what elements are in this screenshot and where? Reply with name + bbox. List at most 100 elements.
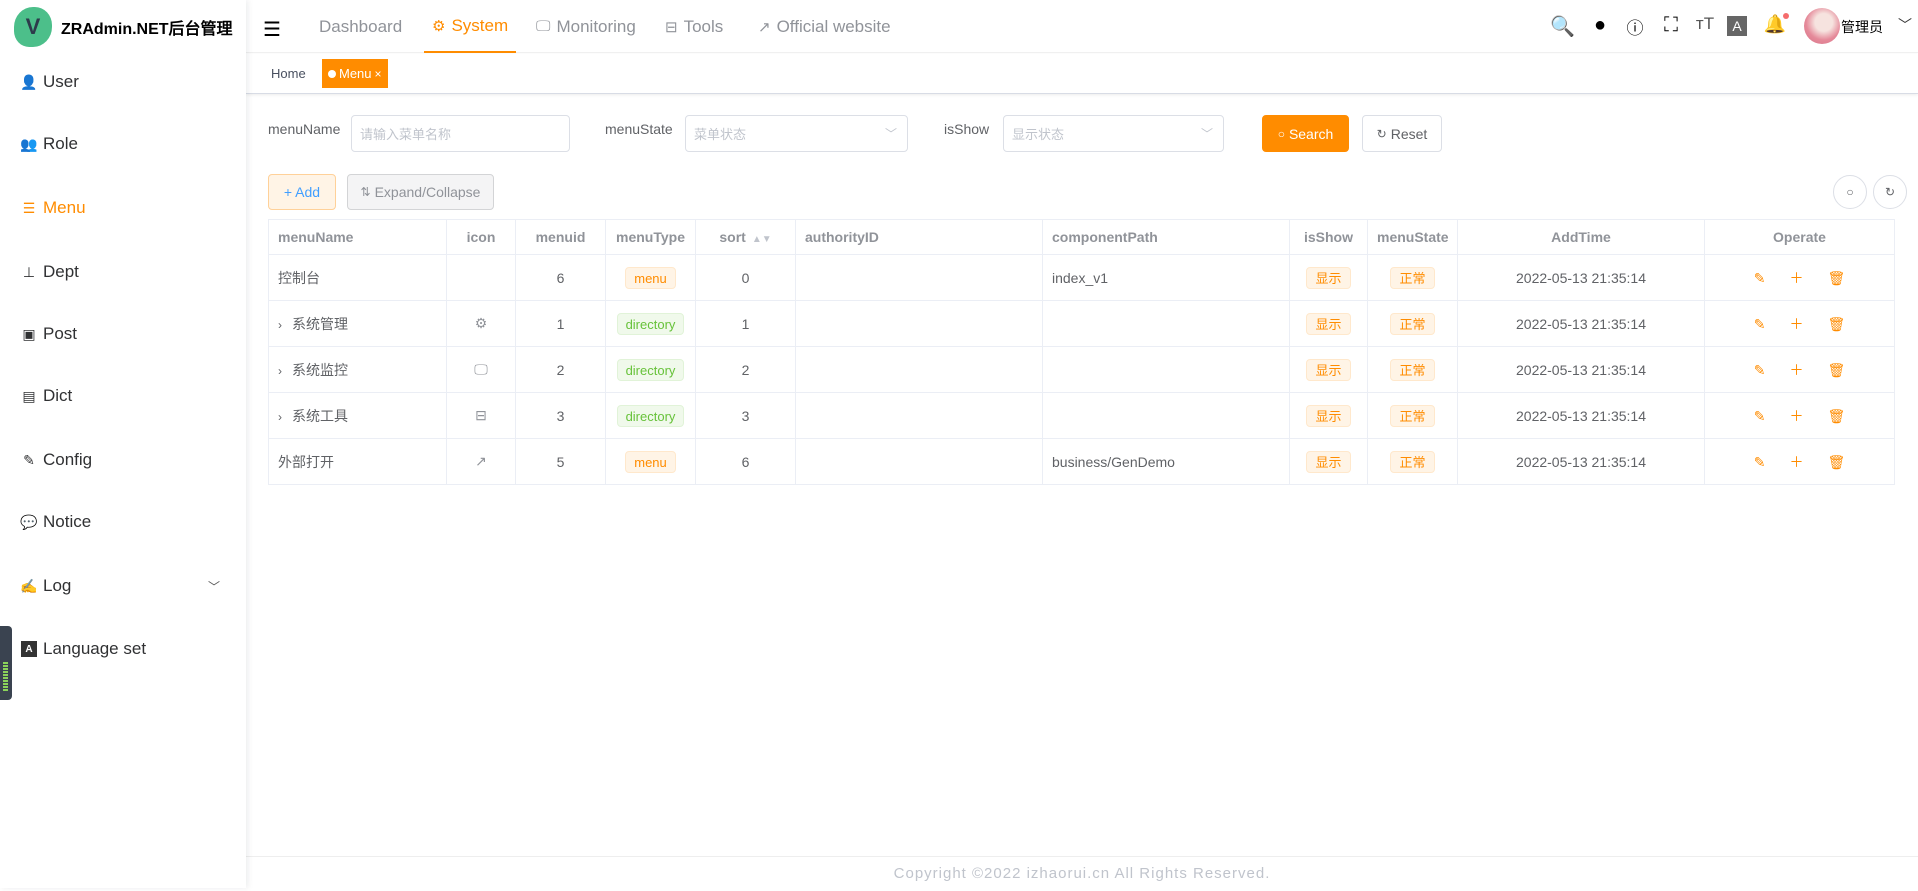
help-icon[interactable]: ⓘ bbox=[1626, 19, 1644, 38]
sidebar-item-label: User bbox=[43, 72, 79, 91]
monitor-icon: 🖵 bbox=[474, 361, 488, 377]
tag-menu[interactable]: Menu × bbox=[322, 59, 388, 88]
add-icon[interactable]: ＋ bbox=[1789, 315, 1804, 332]
tag-home[interactable]: Home bbox=[271, 66, 306, 81]
sidebar-item-log[interactable]: ✍ Log ﹀ bbox=[0, 561, 246, 611]
edit-icon[interactable]: ✎ bbox=[1753, 453, 1766, 470]
close-icon[interactable]: × bbox=[374, 66, 382, 81]
edit-icon[interactable]: ✎ bbox=[1753, 361, 1766, 378]
github-icon[interactable]: ● bbox=[1593, 14, 1607, 36]
table-row[interactable]: › 系统管理 ⚙ 1 directory 1 显示 正常 2022-05-13 21:35:14… bbox=[268, 300, 1895, 347]
refresh-icon: ↻ bbox=[1376, 126, 1387, 141]
font-size-icon[interactable]: ᴛT bbox=[1695, 14, 1715, 33]
cell-menutype: directory bbox=[605, 392, 696, 439]
table-header-row: menuName icon menuid menuType sort ▲▼ aut… bbox=[268, 219, 1895, 255]
dict-icon: ▤ bbox=[22, 387, 36, 404]
nav-dashboard[interactable]: Dashboard bbox=[319, 0, 402, 53]
col-authorityid: authorityID bbox=[795, 219, 1043, 255]
refresh-button[interactable]: ↻ bbox=[1873, 175, 1907, 209]
chevron-down-icon: ﹀ bbox=[207, 579, 220, 594]
cell-isshow: 显示 bbox=[1289, 300, 1368, 347]
sidebar-item-config[interactable]: ✎ Config bbox=[0, 435, 246, 485]
menustate-label: menuState bbox=[605, 121, 673, 137]
delete-icon[interactable]: 🗑 bbox=[1827, 361, 1846, 378]
user-name[interactable]: 管理员 bbox=[1841, 19, 1883, 35]
delete-icon[interactable]: 🗑 bbox=[1827, 315, 1846, 332]
sidebar-item-user[interactable]: 👤 User bbox=[0, 57, 246, 107]
sidebar: V ZRAdmin.NET后台管理 👤 User 👥 Role ☰ Menu ⊥ Dep… bbox=[0, 0, 246, 888]
cell-menutype: directory bbox=[605, 300, 696, 347]
nav-official-website[interactable]: ↗ Official website bbox=[758, 0, 891, 53]
delete-icon[interactable]: 🗑 bbox=[1827, 453, 1846, 470]
monitor-icon: 🖵 bbox=[536, 18, 551, 35]
menu-name: 系统管理 bbox=[292, 315, 348, 332]
button-label: Reset bbox=[1390, 125, 1428, 142]
delete-icon[interactable]: 🗑 bbox=[1827, 407, 1846, 424]
sidebar-item-dept[interactable]: ⊥ Dept bbox=[0, 247, 246, 297]
floating-widget-handle[interactable] bbox=[0, 626, 12, 700]
isshow-select[interactable]: 显示状态 ﹀ bbox=[1003, 115, 1224, 152]
select-placeholder: 显示状态 bbox=[1012, 127, 1065, 142]
top-header: ☰ Dashboard ⚙ System 🖵 Monitoring ⊟ Tools ↗… bbox=[246, 0, 1918, 53]
chevron-down-icon[interactable]: ﹀ bbox=[1898, 17, 1912, 33]
edit-icon[interactable]: ✎ bbox=[1753, 315, 1766, 332]
table-row[interactable]: 外部打开 ↗ 5 menu 6 business/GenDemo 显示 正常 2022-05-1… bbox=[268, 438, 1895, 485]
toggle-search-button[interactable]: ○ bbox=[1833, 175, 1867, 209]
col-label: sort bbox=[719, 229, 746, 245]
expand-chevron-icon[interactable]: › bbox=[278, 317, 282, 332]
sidebar-item-post[interactable]: ▣ Post bbox=[0, 309, 246, 359]
add-button[interactable]: + Add bbox=[268, 174, 336, 210]
sidebar-item-role[interactable]: 👥 Role bbox=[0, 119, 246, 169]
add-icon[interactable]: ＋ bbox=[1789, 361, 1804, 378]
isshow-badge: 显示 bbox=[1306, 404, 1351, 427]
menutype-badge: directory bbox=[616, 312, 685, 335]
search-icon: ○ bbox=[1277, 126, 1285, 141]
isshow-badge: 显示 bbox=[1306, 450, 1351, 473]
add-icon[interactable]: ＋ bbox=[1789, 453, 1804, 470]
edit-icon: ✎ bbox=[23, 451, 35, 468]
table-row[interactable]: › 系统工具 ⊟ 3 directory 3 显示 正常 2022-05-13 21:35:14… bbox=[268, 392, 1895, 439]
expand-chevron-icon[interactable]: › bbox=[278, 409, 282, 424]
isshow-badge: 显示 bbox=[1306, 358, 1351, 381]
menustate-select[interactable]: 菜单状态 ﹀ bbox=[685, 115, 908, 152]
sidebar-item-notice[interactable]: 💬 Notice bbox=[0, 497, 246, 547]
select-placeholder: 菜单状态 bbox=[694, 127, 747, 142]
nav-label: System bbox=[451, 15, 509, 35]
cell-menustate: 正常 bbox=[1367, 438, 1458, 485]
bell-icon[interactable]: 🔔 bbox=[1763, 14, 1787, 34]
language-icon[interactable]: A bbox=[1727, 16, 1747, 36]
add-icon[interactable]: ＋ bbox=[1789, 407, 1804, 424]
nav-tools[interactable]: ⊟ Tools bbox=[665, 0, 723, 53]
menuname-input[interactable]: 请输入菜单名称 bbox=[351, 115, 570, 152]
nav-system[interactable]: ⚙ System bbox=[424, 0, 517, 53]
sidebar-item-menu[interactable]: ☰ Menu bbox=[0, 183, 246, 233]
fullscreen-icon[interactable]: ⛶ bbox=[1664, 14, 1678, 36]
edit-icon[interactable]: ✎ bbox=[1753, 269, 1766, 286]
cell-icon bbox=[446, 254, 516, 301]
sidebar-item-language-set[interactable]: A Language set bbox=[0, 624, 246, 674]
logo[interactable]: V ZRAdmin.NET后台管理 bbox=[0, 0, 246, 53]
hamburger-icon[interactable]: ☰ bbox=[263, 19, 281, 41]
reset-button[interactable]: ↻ Reset bbox=[1362, 115, 1442, 152]
table-row[interactable]: › 系统监控 🖵 2 directory 2 显示 正常 2022-05-13 21:35:14… bbox=[268, 346, 1895, 393]
button-label: Expand/Collapse bbox=[374, 184, 481, 200]
delete-icon[interactable]: 🗑 bbox=[1827, 269, 1846, 286]
sidebar-item-dict[interactable]: ▤ Dict bbox=[0, 371, 246, 421]
menutype-badge: menu bbox=[625, 450, 676, 473]
cell-menustate: 正常 bbox=[1367, 300, 1458, 347]
cell-componentpath: index_v1 bbox=[1042, 254, 1290, 301]
search-button[interactable]: ○ Search bbox=[1262, 115, 1349, 152]
expand-chevron-icon[interactable]: › bbox=[278, 363, 282, 378]
menuname-label: menuName bbox=[268, 121, 341, 137]
search-icon[interactable]: 🔍 bbox=[1550, 16, 1575, 38]
table-row[interactable]: 控制台 6 menu 0 index_v1 显示 正常 2022-05-13 21:35:14… bbox=[268, 254, 1895, 301]
col-sort[interactable]: sort ▲▼ bbox=[695, 219, 796, 255]
nav-label: Monitoring bbox=[556, 16, 636, 36]
add-icon[interactable]: ＋ bbox=[1789, 269, 1804, 286]
nav-monitoring[interactable]: 🖵 Monitoring bbox=[536, 0, 636, 53]
expand-collapse-button[interactable]: ⇅ Expand/Collapse bbox=[347, 174, 494, 210]
sort-caret-icon[interactable]: ▲▼ bbox=[751, 234, 772, 245]
user-icon: 👤 bbox=[20, 73, 38, 90]
avatar[interactable] bbox=[1804, 8, 1840, 44]
edit-icon[interactable]: ✎ bbox=[1753, 407, 1766, 424]
